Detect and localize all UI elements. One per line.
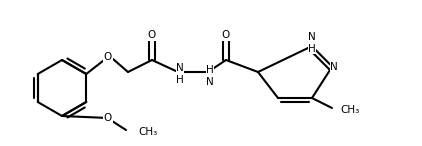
Text: O: O	[104, 113, 112, 123]
Text: O: O	[222, 30, 230, 40]
Text: CH₃: CH₃	[340, 105, 359, 115]
Text: H
N: H N	[206, 65, 214, 87]
Text: O: O	[148, 30, 156, 40]
Text: CH₃: CH₃	[138, 127, 157, 137]
Text: N
H: N H	[176, 63, 184, 85]
Text: N: N	[330, 62, 338, 72]
Text: N
H: N H	[308, 32, 316, 54]
Text: O: O	[104, 52, 112, 62]
